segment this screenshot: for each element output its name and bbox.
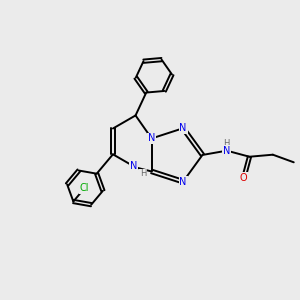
Text: H: H	[224, 139, 230, 148]
Text: N: N	[130, 161, 138, 171]
Text: N: N	[179, 177, 187, 187]
Text: Cl: Cl	[80, 183, 89, 194]
Text: H: H	[140, 169, 146, 178]
Text: N: N	[223, 146, 230, 156]
Text: O: O	[240, 173, 247, 183]
Text: N: N	[148, 134, 155, 143]
Text: N: N	[179, 123, 187, 133]
